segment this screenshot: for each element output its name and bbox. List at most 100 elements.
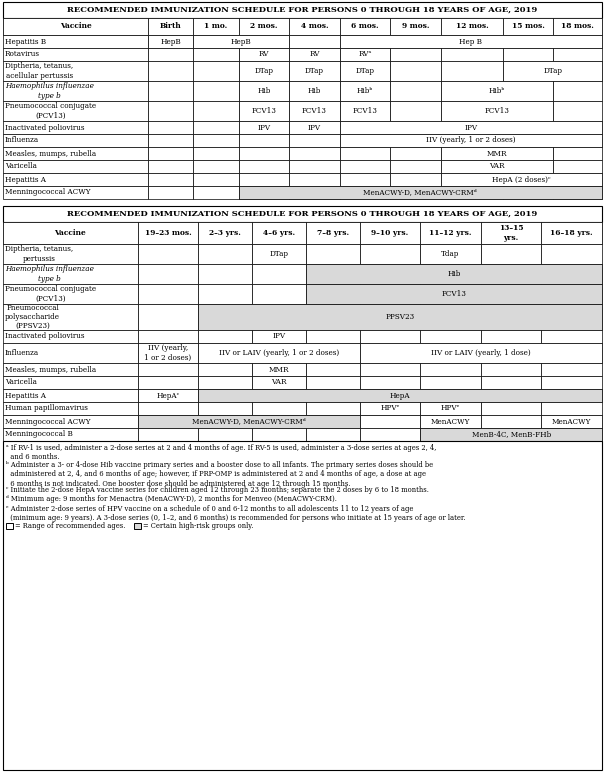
Bar	[340, 61, 390, 81]
Bar	[148, 160, 194, 173]
Bar	[3, 2, 602, 18]
Bar	[252, 244, 306, 264]
Bar	[252, 330, 306, 343]
Bar	[198, 330, 252, 343]
Bar	[138, 304, 198, 330]
Bar	[138, 415, 360, 428]
Bar	[340, 35, 390, 48]
Bar	[198, 304, 602, 330]
Text: Hepatitis B: Hepatitis B	[5, 38, 46, 46]
Bar	[194, 35, 238, 48]
Bar	[3, 173, 148, 186]
Text: Measles, mumps, rubella: Measles, mumps, rubella	[5, 365, 96, 374]
Bar	[340, 18, 390, 35]
Bar	[138, 264, 198, 284]
Bar	[238, 81, 289, 101]
Bar	[360, 264, 420, 284]
Bar	[252, 363, 306, 376]
Text: RVᵃ: RVᵃ	[358, 50, 371, 59]
Bar	[503, 101, 553, 121]
Text: Hibᵇ: Hibᵇ	[357, 87, 373, 95]
Bar	[441, 160, 503, 173]
Bar	[390, 61, 441, 81]
Text: RV: RV	[309, 50, 319, 59]
Bar	[238, 121, 289, 134]
Text: Haemophilus influenzae
type b: Haemophilus influenzae type b	[5, 83, 94, 100]
Text: HepA: HepA	[390, 391, 410, 399]
Bar	[360, 402, 420, 415]
Bar	[194, 173, 238, 186]
Bar	[306, 222, 360, 244]
Text: Hibᵇ: Hibᵇ	[489, 87, 505, 95]
Text: HepB: HepB	[231, 38, 252, 46]
Bar	[481, 244, 541, 264]
Bar	[3, 284, 138, 304]
Bar	[360, 244, 420, 264]
Bar	[289, 48, 340, 61]
Bar	[553, 35, 602, 48]
Bar	[541, 415, 602, 428]
Bar	[503, 61, 602, 81]
Bar	[252, 402, 306, 415]
Bar	[553, 48, 602, 61]
Text: Hepatitis A: Hepatitis A	[5, 391, 46, 399]
Bar	[360, 376, 420, 389]
Bar	[503, 147, 553, 160]
Bar	[481, 389, 541, 402]
Bar	[138, 363, 198, 376]
Bar	[3, 206, 602, 222]
Bar	[541, 389, 602, 402]
Bar	[194, 186, 238, 199]
Text: MenACWY: MenACWY	[431, 418, 470, 425]
Bar	[340, 134, 390, 147]
Bar	[306, 304, 360, 330]
Bar	[194, 160, 238, 173]
Text: HepAᶜ: HepAᶜ	[157, 391, 180, 399]
Bar	[3, 121, 148, 134]
Text: DTap: DTap	[254, 67, 273, 75]
Bar	[252, 330, 306, 343]
Text: ᵃ If RV-1 is used, administer a 2-dose series at 2 and 4 months of age. If RV-5 : ᵃ If RV-1 is used, administer a 2-dose s…	[6, 444, 436, 461]
Bar	[148, 35, 194, 48]
Bar	[3, 35, 148, 48]
Bar	[340, 81, 390, 101]
Bar	[194, 147, 238, 160]
Bar	[340, 121, 390, 134]
Text: Varicella: Varicella	[5, 162, 37, 171]
Bar	[441, 61, 503, 81]
Text: IIV or LAIV (yearly, 1 dose): IIV or LAIV (yearly, 1 dose)	[431, 349, 531, 357]
Bar	[138, 330, 198, 343]
Text: ᶜ Initiate the 2-dose HepA vaccine series for children aged 12 through 23 months: ᶜ Initiate the 2-dose HepA vaccine serie…	[6, 486, 429, 494]
Text: Hib: Hib	[257, 87, 270, 95]
Bar	[138, 428, 198, 441]
Text: Menningococcal B: Menningococcal B	[5, 431, 73, 438]
Bar	[194, 81, 238, 101]
Bar	[3, 61, 148, 81]
Bar	[503, 173, 553, 186]
Bar	[238, 186, 289, 199]
Bar	[194, 61, 238, 81]
Bar	[553, 173, 602, 186]
Text: IPV: IPV	[464, 124, 477, 131]
Bar	[138, 343, 198, 363]
Bar	[148, 48, 194, 61]
Bar	[198, 222, 252, 244]
Bar	[194, 121, 238, 134]
Bar	[138, 415, 198, 428]
Bar	[3, 343, 138, 363]
Bar	[306, 284, 360, 304]
Bar	[3, 81, 148, 101]
Bar	[6, 523, 13, 529]
Text: HepB: HepB	[160, 38, 181, 46]
Bar	[390, 35, 441, 48]
Bar	[138, 222, 198, 244]
Bar	[360, 222, 420, 244]
Bar	[252, 363, 306, 376]
Bar	[541, 264, 602, 284]
Text: MMR: MMR	[269, 365, 289, 374]
Text: PPSV23: PPSV23	[385, 313, 415, 321]
Bar	[3, 222, 138, 244]
Bar	[541, 284, 602, 304]
Bar	[198, 343, 252, 363]
Bar	[306, 363, 360, 376]
